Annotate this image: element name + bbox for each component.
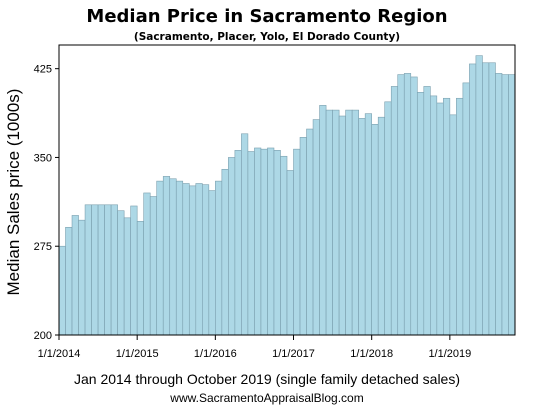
bar [449, 114, 457, 336]
bar [182, 183, 190, 336]
bar [202, 184, 210, 336]
bar [377, 116, 386, 336]
chart-subtitle: (Sacramento, Placer, Yolo, El Dorado Cou… [133, 31, 401, 43]
bar [319, 105, 327, 336]
bar [508, 74, 516, 336]
bar [71, 215, 79, 336]
bar [260, 148, 268, 336]
bar [169, 178, 177, 336]
bar [384, 101, 392, 336]
bar [84, 204, 92, 336]
bar [254, 147, 262, 336]
bar [325, 109, 333, 336]
bar [338, 115, 346, 336]
bar [423, 86, 431, 336]
bar [299, 137, 307, 336]
bar [91, 204, 99, 336]
bar [65, 226, 73, 336]
bar [436, 102, 444, 336]
bar [136, 221, 144, 336]
bar [416, 92, 425, 336]
y-tick-label: 425 [34, 64, 52, 76]
y-tick-label: 200 [34, 330, 52, 342]
bar [410, 76, 418, 336]
bar [358, 118, 366, 336]
bar [104, 204, 112, 336]
bar [286, 170, 294, 336]
y-tick-label: 275 [34, 241, 52, 253]
bar [501, 74, 509, 336]
bar [443, 97, 451, 336]
bar [143, 192, 151, 336]
bar [364, 113, 372, 336]
bar [390, 86, 399, 336]
bar [430, 95, 438, 336]
bar [475, 55, 483, 336]
bar [97, 204, 105, 336]
bar [175, 180, 184, 336]
bar [78, 219, 86, 336]
bar [267, 147, 275, 336]
bar [488, 62, 496, 336]
bar [110, 204, 118, 336]
bar [130, 205, 138, 336]
x-axis-label: Jan 2014 through October 2019 (single fa… [73, 371, 460, 387]
x-tick-label: 1/1/2017 [272, 348, 315, 360]
x-axis: 1/1/2014 1/1/2015 1/1/2016 1/1/2017 1/1/2018… [38, 335, 471, 360]
bar [312, 119, 320, 336]
bar [247, 151, 255, 336]
bar [156, 180, 164, 336]
bar [208, 190, 216, 336]
source-label: www.SacramentoAppraisalBlog.com [170, 391, 364, 405]
bar [273, 150, 281, 336]
bar [188, 185, 197, 336]
bar [345, 109, 353, 336]
bar [462, 82, 470, 336]
bar [117, 210, 125, 336]
bar [149, 196, 158, 336]
bar [241, 133, 249, 336]
bar [306, 128, 314, 336]
bar [195, 183, 203, 336]
bar [332, 109, 340, 336]
x-tick-label: 1/1/2019 [428, 348, 471, 360]
bar [403, 73, 412, 336]
bar [482, 62, 490, 336]
bar [221, 168, 229, 336]
bar [280, 155, 288, 336]
bar [215, 180, 223, 336]
bar [351, 109, 359, 336]
x-tick-label: 1/1/2018 [350, 348, 393, 360]
bar [371, 124, 379, 336]
bar [495, 73, 503, 336]
x-tick-label: 1/1/2016 [194, 348, 237, 360]
bar [228, 157, 236, 336]
bar [469, 63, 477, 336]
y-axis: 200 275 350 425 [34, 64, 59, 342]
bar [456, 97, 464, 336]
bar [58, 245, 66, 336]
chart-title: Median Price in Sacramento Region [86, 6, 448, 27]
bars-group [58, 55, 516, 336]
plot-frame [58, 44, 516, 336]
bar [162, 176, 171, 336]
bar [397, 74, 405, 336]
x-tick-label: 1/1/2015 [116, 348, 159, 360]
bar [293, 148, 301, 336]
x-tick-label: 1/1/2014 [38, 348, 81, 360]
bar [123, 217, 131, 336]
bar [234, 150, 242, 336]
y-tick-label: 350 [34, 152, 52, 164]
